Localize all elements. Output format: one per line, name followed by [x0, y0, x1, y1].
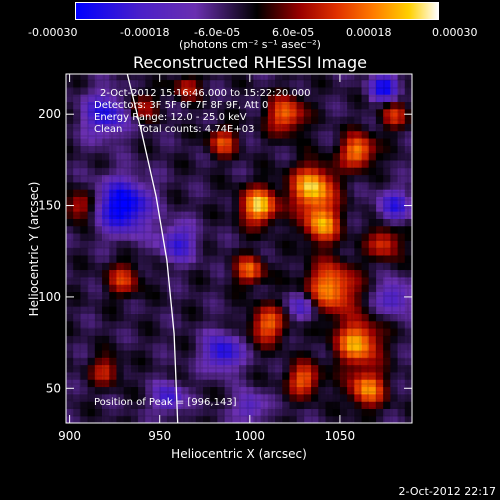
y-axis-label: Heliocentric Y (arcsec)	[27, 181, 41, 317]
solar-limb-curve	[126, 74, 179, 423]
x-tick-label: 900	[58, 429, 81, 443]
annotation-counts: Clean Total counts: 4.74E+03	[94, 124, 255, 135]
colorbar	[75, 2, 439, 20]
colorbar-tick-label: -6.0e-05	[194, 26, 241, 39]
x-tick-label: 1000	[235, 429, 266, 443]
annotation-time-range: 2-Oct-2012 15:16:46.000 to 15:22:20.000	[100, 88, 311, 99]
y-tick-label: 200	[38, 107, 61, 121]
x-tick-label: 1050	[325, 429, 356, 443]
pixel-grid	[66, 74, 412, 423]
plot-annotations: 2-Oct-2012 15:16:46.000 to 15:22:20.000 …	[88, 88, 311, 136]
colorbar-tick-label: 0.00018	[346, 26, 392, 39]
footer-timestamp: 2-Oct-2012 22:17	[398, 485, 496, 498]
colorbar-tick-labels: -0.00030 -0.00018 -6.0e-05 6.0e-05 0.000…	[0, 26, 500, 40]
y-tick-label: 50	[46, 381, 61, 395]
y-tick-label: 150	[38, 199, 61, 213]
x-axis-label: Heliocentric X (arcsec)	[171, 447, 307, 461]
colorbar-tick-label: -0.00018	[120, 26, 170, 39]
y-tick-label: 100	[38, 290, 61, 304]
x-tick-label: 950	[148, 429, 171, 443]
colorbar-tick-label: 6.0e-05	[272, 26, 315, 39]
colorbar-unit-label: (photons cm⁻² s⁻¹ asec⁻²)	[179, 38, 321, 51]
plot-frame	[65, 73, 413, 424]
colorbar-tick-label: 0.00030	[432, 26, 478, 39]
annotation-detectors: Detectors: 3F 5F 6F 7F 8F 9F, Att 0	[94, 100, 269, 111]
annotation-energy-range: Energy Range: 12.0 - 25.0 keV	[94, 112, 247, 123]
colorbar-tick-label: -0.00030	[28, 26, 78, 39]
peak-position-label: Position of Peak = [996,143]	[94, 397, 237, 408]
chart-title: Reconstructed RHESSI Image	[133, 53, 367, 72]
